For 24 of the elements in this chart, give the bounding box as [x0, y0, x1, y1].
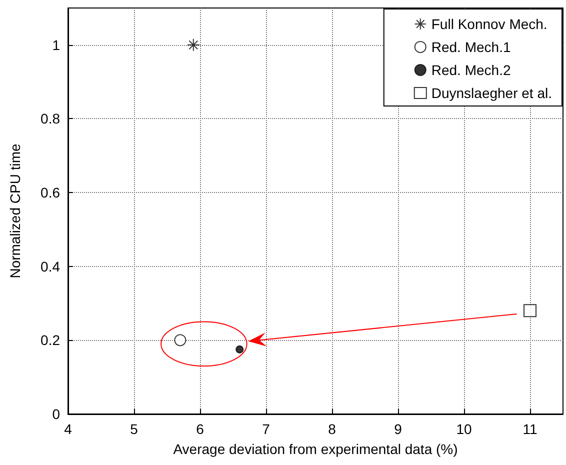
point	[524, 304, 536, 318]
y-tick-label: 0	[52, 406, 60, 422]
legend-label: Full Konnov Mech.	[431, 16, 548, 32]
y-tick-label: 0.2	[40, 332, 60, 348]
legend-label: Red. Mech.2	[431, 62, 511, 78]
x-axis-title: Average deviation from experimental data (%)	[173, 441, 458, 457]
y-tick-label: 1	[52, 36, 60, 53]
x-tick-label: 11	[522, 421, 538, 437]
y-axis-title: Normalized CPU time	[7, 143, 23, 278]
legend-label: Duynslaegher et al.	[431, 85, 552, 101]
x-tick-label: 5	[130, 421, 138, 437]
x-tick-label: 10	[456, 421, 472, 437]
legend-label: Red. Mech.1	[431, 39, 511, 55]
x-tick-label: 7	[262, 421, 270, 437]
y-tick-label: 0.8	[40, 110, 60, 127]
x-tick-label: 9	[394, 421, 402, 437]
point	[174, 334, 186, 346]
x-tick-label: 4	[64, 421, 72, 437]
y-tick-label: 0.4	[40, 258, 60, 274]
y-tick-label: 0.6	[40, 184, 60, 201]
x-tick-label: 8	[328, 421, 336, 437]
x-tick-label: 6	[196, 421, 204, 437]
point	[236, 345, 244, 354]
point	[186, 38, 200, 52]
